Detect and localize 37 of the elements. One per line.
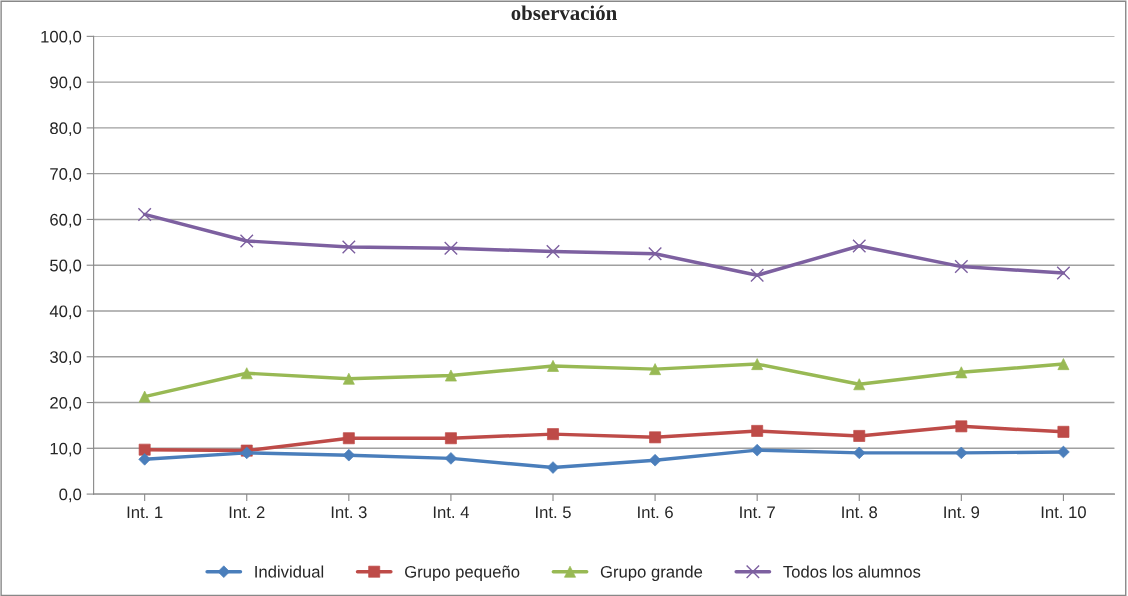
point: [137, 207, 152, 222]
legend-label: Grupo grande: [600, 565, 703, 581]
y-tick-label: 90,0: [50, 76, 82, 91]
point: [443, 241, 458, 256]
x-tick-label: Int. 2: [229, 506, 265, 519]
x-tick-label: Int. 9: [944, 506, 980, 519]
chart-title: observación: [511, 5, 617, 21]
x-tick-label: Int. 10: [1041, 506, 1086, 519]
x-tick-label: Int. 1: [127, 506, 163, 519]
point: [648, 246, 663, 261]
x-tick-label: Int. 7: [740, 506, 775, 519]
y-tick-label: 50,0: [50, 259, 82, 274]
x-tick-label: Int. 5: [536, 506, 571, 519]
point: [852, 239, 867, 253]
legend-label: Individual: [255, 565, 324, 578]
point: [853, 430, 866, 442]
point: [954, 259, 969, 274]
point: [546, 244, 560, 259]
point: [341, 239, 356, 254]
x-tick-label: Int. 3: [331, 506, 367, 519]
point: [750, 268, 765, 283]
y-tick-label: 20,0: [50, 396, 82, 411]
legend-label: Todos los alumnos: [783, 565, 921, 578]
y-tick-label: 100,0: [41, 30, 82, 45]
y-tick-label: 10,0: [50, 442, 82, 457]
y-tick-label: 80,0: [50, 122, 82, 137]
y-tick-label: 0,0: [59, 488, 82, 503]
y-tick-label: 70,0: [50, 168, 82, 182]
y-tick-label: 60,0: [50, 213, 82, 228]
point: [239, 234, 254, 248]
x-tick-label: Int. 8: [842, 506, 878, 519]
x-tick-label: Int. 4: [433, 506, 469, 519]
y-tick-label: 30,0: [50, 351, 82, 365]
legend-label: Grupo pequeño: [405, 565, 520, 581]
point: [1056, 266, 1071, 280]
x-tick-label: Int. 6: [638, 506, 673, 519]
y-tick-label: 40,0: [49, 305, 82, 320]
